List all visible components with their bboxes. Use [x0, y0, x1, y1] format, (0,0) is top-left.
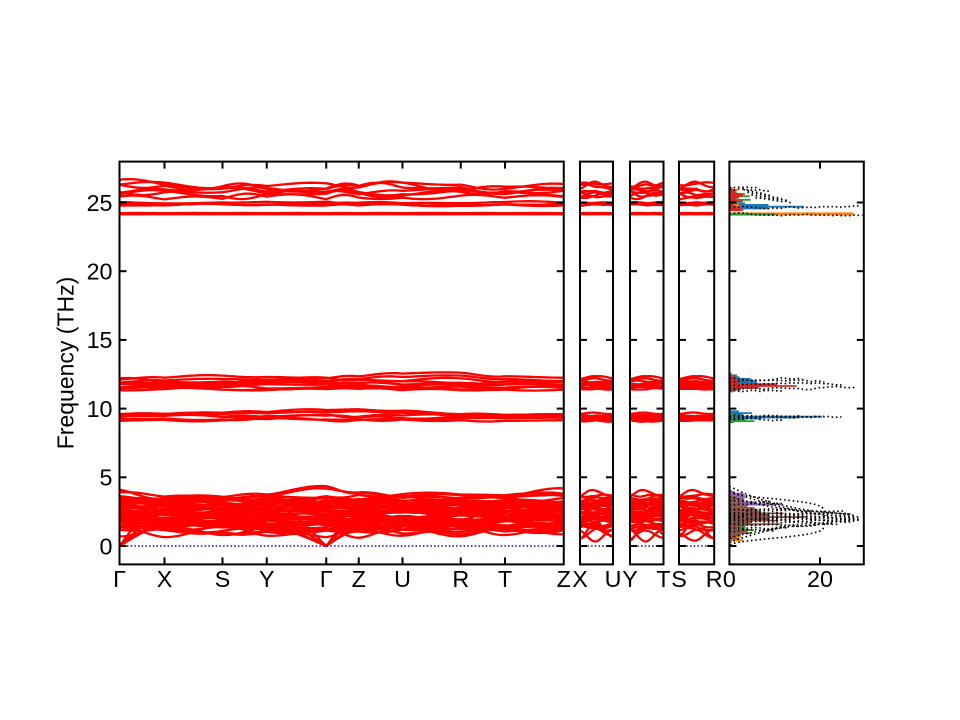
svg-text:Z: Z [557, 566, 571, 592]
svg-text:X: X [157, 566, 173, 592]
svg-text:T: T [498, 566, 512, 592]
svg-text:X: X [572, 566, 588, 592]
svg-text:0: 0 [100, 533, 113, 559]
svg-text:0: 0 [723, 566, 736, 592]
svg-text:20: 20 [807, 566, 833, 592]
svg-text:Z: Z [352, 566, 366, 592]
svg-text:Y: Y [622, 566, 638, 592]
svg-text:S: S [215, 566, 231, 592]
svg-text:R: R [706, 566, 723, 592]
svg-text:T: T [656, 566, 670, 592]
svg-text:R: R [452, 566, 469, 592]
svg-text:Y: Y [259, 566, 275, 592]
svg-text:S: S [671, 566, 687, 592]
svg-text:10: 10 [87, 396, 113, 422]
svg-text:20: 20 [87, 259, 113, 285]
svg-text:U: U [605, 566, 622, 592]
svg-text:15: 15 [87, 327, 113, 353]
svg-text:Frequency (THz): Frequency (THz) [53, 277, 79, 450]
svg-text:U: U [394, 566, 411, 592]
svg-text:Γ: Γ [113, 566, 126, 592]
svg-text:Γ: Γ [320, 566, 333, 592]
svg-text:5: 5 [100, 465, 113, 491]
svg-text:25: 25 [87, 190, 113, 216]
